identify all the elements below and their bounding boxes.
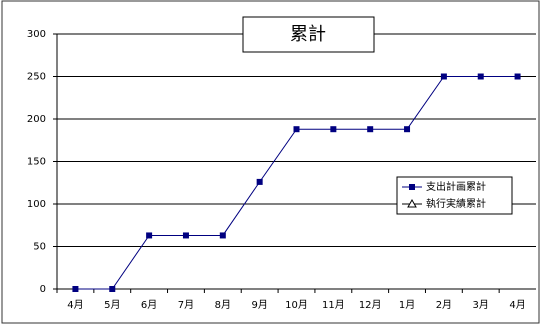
x-tick-label: 2月 [436,299,452,311]
point [182,232,189,239]
point [256,178,263,185]
legend-box [396,176,513,215]
y-tick-label: 50 [33,242,46,253]
y-tick-label: 250 [27,72,46,83]
legend-marker [409,184,415,190]
x-tick-label: 1月 [399,299,415,311]
x-tick-label: 4月 [509,299,525,311]
y-tick-label: 200 [27,114,46,125]
legend-label: 執行実績累計 [426,197,486,210]
x-tick-label: 8月 [215,299,231,311]
x-tick-label: 5月 [104,299,120,311]
y-tick-label: 0 [40,284,46,295]
y-tick-label: 100 [27,199,46,210]
point [404,126,411,133]
y-tick-label: 300 [27,29,46,40]
title-box [242,16,375,53]
x-tick-label: 11月 [322,299,345,311]
point [330,126,337,133]
point [72,286,79,292]
point [219,232,226,239]
legend-label: 支出計画累計 [426,180,486,193]
point [440,73,447,80]
x-tick-label: 6月 [141,299,157,311]
x-tick-label: 7月 [178,299,194,311]
point [367,126,374,133]
x-tick-label: 10月 [285,299,308,311]
point [514,73,521,80]
point [109,286,116,292]
legend-marker [407,198,417,208]
point [293,126,300,133]
x-tick-label: 4月 [67,299,83,311]
chart-title: 累計 [290,24,326,45]
point [477,73,484,80]
y-tick-label: 150 [27,157,46,168]
x-tick-label: 12月 [359,299,382,311]
x-tick-label: 9月 [251,299,267,311]
point [146,232,153,239]
x-tick-label: 3月 [473,299,489,311]
